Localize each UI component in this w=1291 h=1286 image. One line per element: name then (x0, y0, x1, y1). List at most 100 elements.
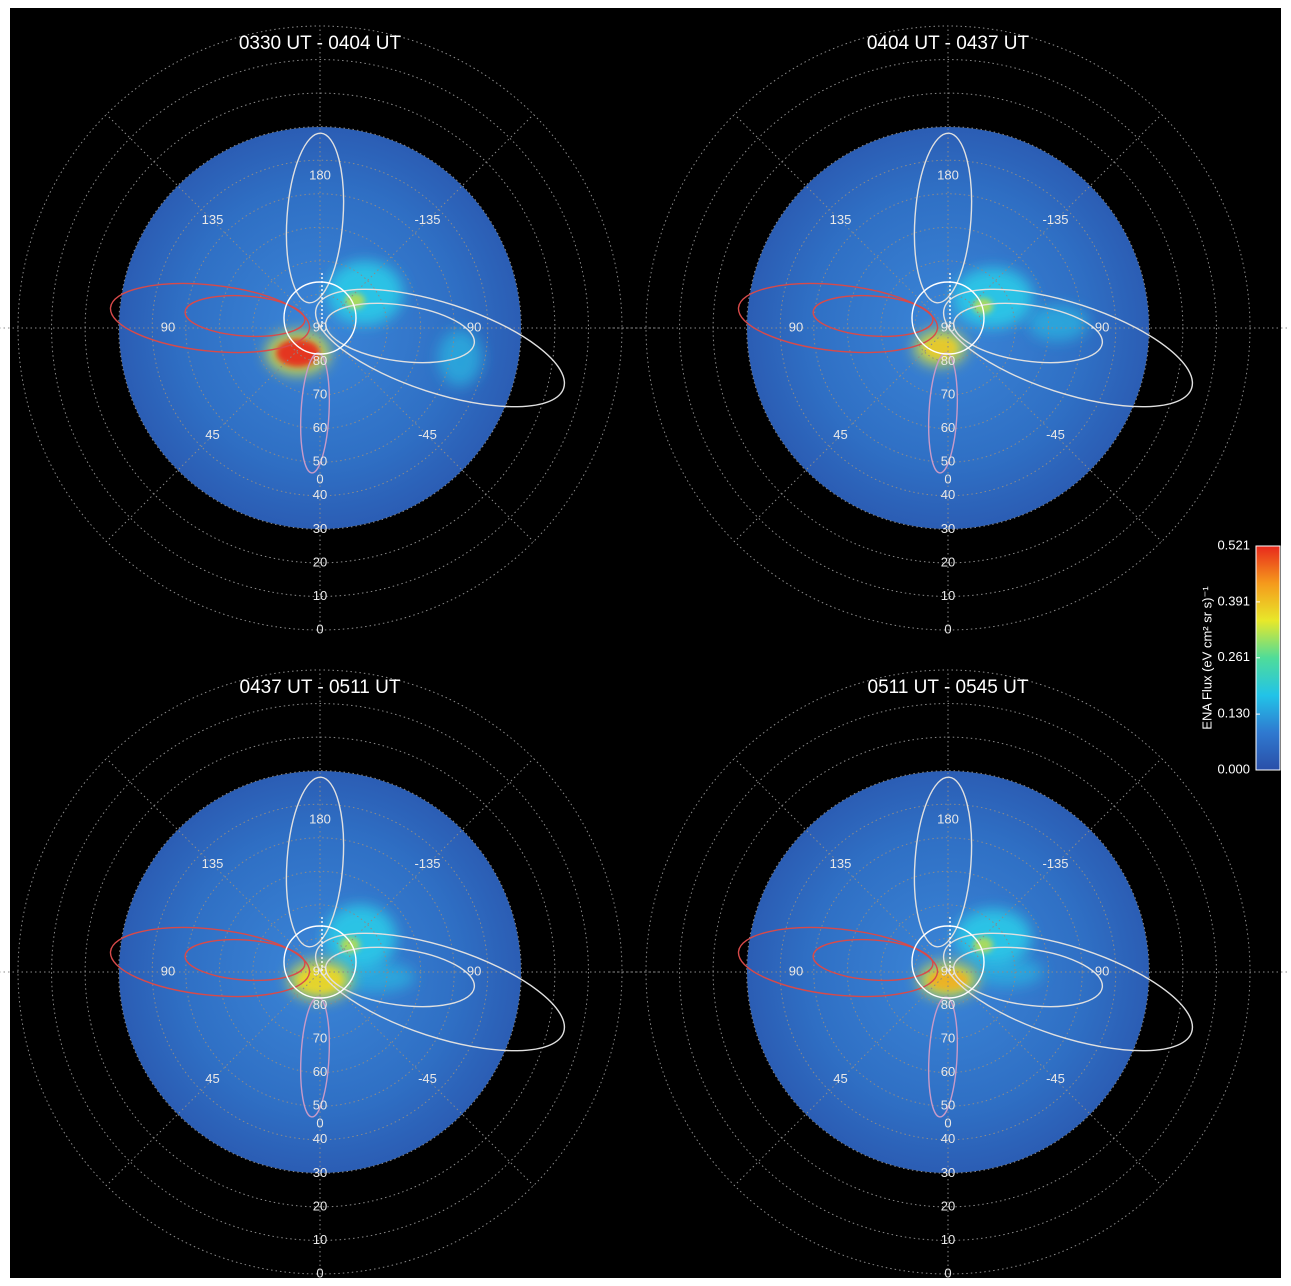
angle-tick-label: 135 (202, 856, 224, 871)
angle-tick-label: -135 (1042, 856, 1068, 871)
grid-circle (118, 770, 522, 1174)
radial-tick-label: 0 (316, 1265, 323, 1280)
radial-tick-label: 50 (313, 1098, 327, 1113)
field-line (942, 932, 1194, 1052)
radial-tick-label: 60 (313, 420, 327, 435)
field-line (324, 946, 476, 1008)
angle-tick-label: 90 (789, 319, 803, 334)
field-line (913, 132, 973, 304)
radial-tick-label: 60 (941, 1064, 955, 1079)
grid-circle (813, 193, 1083, 463)
angle-tick-label: 45 (833, 427, 847, 442)
grid-circle (285, 937, 355, 1007)
field-line (314, 932, 566, 1052)
grid-spoke (734, 758, 949, 973)
polar-panel: 90 80 70 60 50 40 30 20 10 0 180 135 -135 90 -90 45 -45 0… (0, 669, 662, 1280)
radial-tick-label: 70 (313, 1031, 327, 1046)
angle-tick-label: 0 (944, 1115, 951, 1130)
grid-circle (51, 59, 589, 597)
radial-tick-label: 20 (941, 1198, 955, 1213)
radial-tick-label: 40 (941, 1131, 955, 1146)
grid-circle (880, 904, 1016, 1040)
radial-tick-label: 80 (313, 997, 327, 1012)
grid-spoke (947, 971, 1162, 1186)
grid-circle (285, 293, 355, 363)
angle-tick-label: 180 (309, 167, 331, 182)
radial-tick-label: 20 (313, 554, 327, 569)
flux-blob (928, 970, 968, 990)
radial-tick-label: 10 (941, 588, 955, 603)
angle-tick-label: -90 (463, 319, 482, 334)
field-line (812, 938, 934, 982)
radial-tick-label: 30 (313, 1165, 327, 1180)
angle-tick-label: 135 (830, 212, 852, 227)
radial-tick-label: 90 (941, 963, 955, 978)
radial-tick-label: 30 (313, 521, 327, 536)
flux-blob (955, 909, 1031, 965)
field-line (324, 302, 476, 364)
radial-tick-label: 50 (941, 1098, 955, 1113)
field-line (299, 996, 331, 1118)
radial-tick-label: 80 (313, 353, 327, 368)
radial-tick-label: 50 (941, 454, 955, 469)
grid-circle (746, 126, 1150, 530)
radial-tick-label: 90 (313, 319, 327, 334)
field-line (285, 132, 345, 304)
angle-tick-label: 180 (937, 167, 959, 182)
colorbar-title: ENA Flux (eV cm² sr s)⁻¹ (1199, 586, 1214, 730)
angle-tick-label: -45 (1046, 427, 1065, 442)
field-ring (283, 281, 357, 355)
grid-circle (252, 904, 388, 1040)
radial-tick-label: 40 (313, 487, 327, 502)
grid-spoke (106, 971, 321, 1186)
grid-spoke (106, 114, 321, 329)
panel-title: 0437 UT - 0511 UT (240, 677, 401, 698)
radial-tick-label: 50 (313, 454, 327, 469)
flux-blob (327, 261, 403, 325)
radial-tick-label: 70 (941, 1031, 955, 1046)
grid-spoke (106, 327, 321, 542)
radial-tick-label: 60 (313, 1064, 327, 1079)
grid-circle (185, 837, 455, 1107)
angle-tick-label: 0 (944, 471, 951, 486)
field-line (184, 938, 306, 982)
radial-tick-label: 10 (313, 588, 327, 603)
angle-tick-label: 0 (316, 1115, 323, 1130)
angle-tick-label: -90 (463, 963, 482, 978)
flux-blob (953, 268, 1033, 328)
angle-tick-label: 45 (205, 1071, 219, 1086)
angle-tick-label: 135 (202, 212, 224, 227)
grid-circle (252, 260, 388, 396)
angle-tick-label: 180 (309, 811, 331, 826)
field-line (952, 302, 1104, 364)
grid-spoke (319, 114, 534, 329)
field-line (184, 294, 306, 338)
grid-circle (118, 126, 522, 530)
radial-tick-label: 30 (941, 521, 955, 536)
grid-circle (679, 59, 1217, 597)
angle-tick-label: -135 (414, 856, 440, 871)
grid-circle (746, 770, 1150, 1174)
field-line (109, 926, 311, 998)
radial-tick-label: 90 (941, 319, 955, 334)
field-line (109, 282, 311, 354)
polar-panel: 90 80 70 60 50 40 30 20 10 0 180 135 -135 90 -90 45 -45 0… (606, 669, 1290, 1280)
grid-circle (846, 226, 1050, 430)
field-ring (283, 925, 357, 999)
grid-spoke (734, 971, 949, 1186)
field-line (737, 926, 939, 998)
radial-tick-label: 0 (944, 1265, 951, 1280)
radial-tick-label: 40 (313, 1131, 327, 1146)
grid-circle (880, 260, 1016, 396)
grid-spoke (947, 327, 1162, 542)
flux-blob (973, 298, 993, 314)
radial-tick-label: 0 (316, 621, 323, 636)
radial-tick-label: 20 (941, 554, 955, 569)
radial-tick-label: 70 (941, 387, 955, 402)
radial-tick-label: 60 (941, 420, 955, 435)
panel-title: 0330 UT - 0404 UT (239, 33, 402, 54)
field-line (927, 996, 959, 1118)
radial-tick-label: 80 (941, 353, 955, 368)
field-ring (911, 281, 985, 355)
radial-tick-label: 10 (313, 1232, 327, 1247)
